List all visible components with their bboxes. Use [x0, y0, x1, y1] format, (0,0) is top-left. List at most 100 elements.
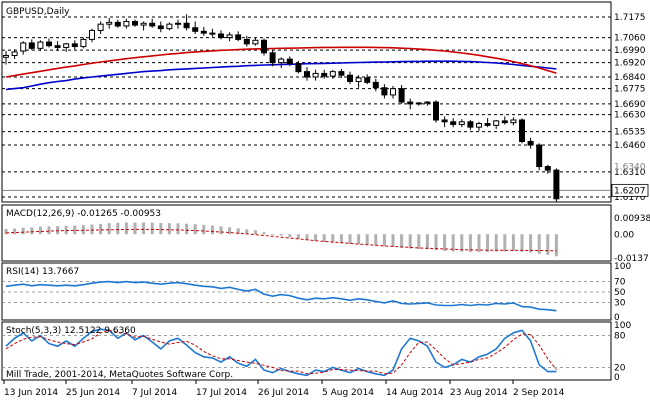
candle-body-down — [269, 52, 276, 64]
candle — [11, 49, 18, 60]
candle — [484, 118, 491, 128]
macd-bar — [339, 234, 343, 244]
macd-panel-title: MACD(12,26,9) -0.01265 -0.00953 — [6, 209, 161, 219]
candle — [97, 21, 104, 35]
price-level-label: 1.6840 — [614, 73, 646, 83]
macd-bar — [47, 226, 51, 235]
candle — [183, 14, 190, 31]
candle — [28, 39, 35, 51]
candle-body-down — [243, 38, 250, 45]
candle — [269, 50, 276, 67]
rsi-scale-label: 70 — [614, 278, 626, 288]
macd-bar — [382, 234, 386, 247]
macd-bar — [288, 234, 292, 238]
candle-body-down — [286, 58, 293, 65]
price-level-label: 1.6630 — [614, 111, 646, 121]
time-label: 13 Jun 2014 — [4, 388, 58, 398]
candle-body-up — [458, 121, 465, 125]
candle-body-up — [226, 34, 233, 39]
current-price-box — [611, 183, 649, 197]
price-level-label: 1.6990 — [614, 46, 646, 56]
macd-bar — [400, 234, 404, 248]
candle-body-down — [364, 77, 371, 83]
candle — [149, 18, 156, 28]
time-label: 26 Jul 2014 — [258, 388, 309, 398]
price-level-label: 1.6690 — [614, 100, 646, 110]
candle-body-up — [20, 42, 27, 52]
candle-body-down — [433, 101, 439, 121]
macd-bar — [408, 234, 412, 249]
candle-body-down — [527, 140, 534, 146]
macd-bar — [554, 234, 558, 257]
candle — [157, 21, 164, 33]
candle-body-down — [304, 71, 310, 78]
macd-bar — [434, 234, 438, 251]
candle — [286, 56, 293, 67]
candle-body-down — [132, 20, 138, 26]
macd-bar — [219, 226, 223, 235]
candle — [209, 28, 216, 37]
macd-panel[interactable]: MACD(12,26,9) -0.01265 -0.00953 0.009380… — [1, 204, 650, 264]
price-panel[interactable]: GBPUSD,Daily 1.7175 1.7060 1.6990 1.6920 1.6… — [1, 1, 650, 203]
ma-slow-line — [5, 46, 557, 78]
macd-bar — [477, 234, 481, 252]
candle-body-up — [476, 123, 482, 128]
macd-bar — [253, 230, 257, 235]
rsi-scale-label: 50 — [614, 288, 626, 298]
macd-bar — [56, 226, 60, 235]
candle — [510, 117, 517, 126]
candle — [415, 102, 422, 106]
rsi-panel-title: RSI(14) 13.7667 — [6, 267, 79, 277]
macd-bar — [193, 224, 197, 235]
candle — [46, 38, 52, 48]
macd-bar — [38, 226, 42, 235]
candle — [243, 35, 250, 47]
macd-bar — [73, 225, 77, 235]
candle — [536, 143, 543, 171]
candle — [114, 19, 121, 28]
macd-bar — [150, 222, 154, 235]
candle — [398, 85, 405, 104]
candle-body-up — [166, 23, 173, 30]
candle — [433, 100, 439, 123]
macd-bar — [357, 234, 361, 245]
macd-bar — [391, 234, 395, 247]
price-level-label: 1.6170 — [614, 193, 646, 203]
candle — [37, 40, 44, 52]
candle-body-up — [415, 102, 422, 105]
candle-body-up — [63, 43, 70, 48]
macd-bar — [460, 234, 464, 252]
macd-bar — [107, 223, 111, 235]
macd-bar — [374, 234, 378, 246]
macd-scale-label: -0.0137 — [614, 254, 649, 264]
price-small-label: 1.6340 — [614, 163, 646, 173]
candle-body-down — [441, 119, 448, 123]
stoch-panel[interactable]: Stoch(5,3,3) 12.5122 9.6360 Mill Trade, … — [1, 321, 631, 383]
macd-bar — [116, 222, 120, 235]
candle — [553, 168, 560, 203]
stoch-scale-label: 80 — [614, 332, 626, 342]
candle-body-up — [329, 71, 336, 77]
rsi-polyline — [5, 280, 557, 312]
candle-body-down — [54, 45, 61, 48]
time-label: 5 Aug 2014 — [322, 388, 374, 398]
candle-body-down — [149, 22, 156, 27]
candle-body-down — [519, 119, 525, 142]
candle — [132, 19, 138, 27]
candle-body-down — [372, 81, 379, 89]
macd-bar — [262, 232, 266, 235]
macd-bar — [124, 222, 128, 235]
macd-bar — [133, 222, 137, 235]
candle — [381, 84, 388, 99]
candle-body-up — [123, 20, 130, 27]
candle-body-up — [140, 22, 147, 26]
candle — [501, 116, 508, 125]
candle — [200, 26, 207, 36]
candle-body-down — [114, 21, 121, 27]
candle — [235, 31, 242, 42]
macd-scale: 0.00938 0.00 -0.0137 — [614, 214, 650, 264]
candle-body-down — [46, 41, 52, 47]
